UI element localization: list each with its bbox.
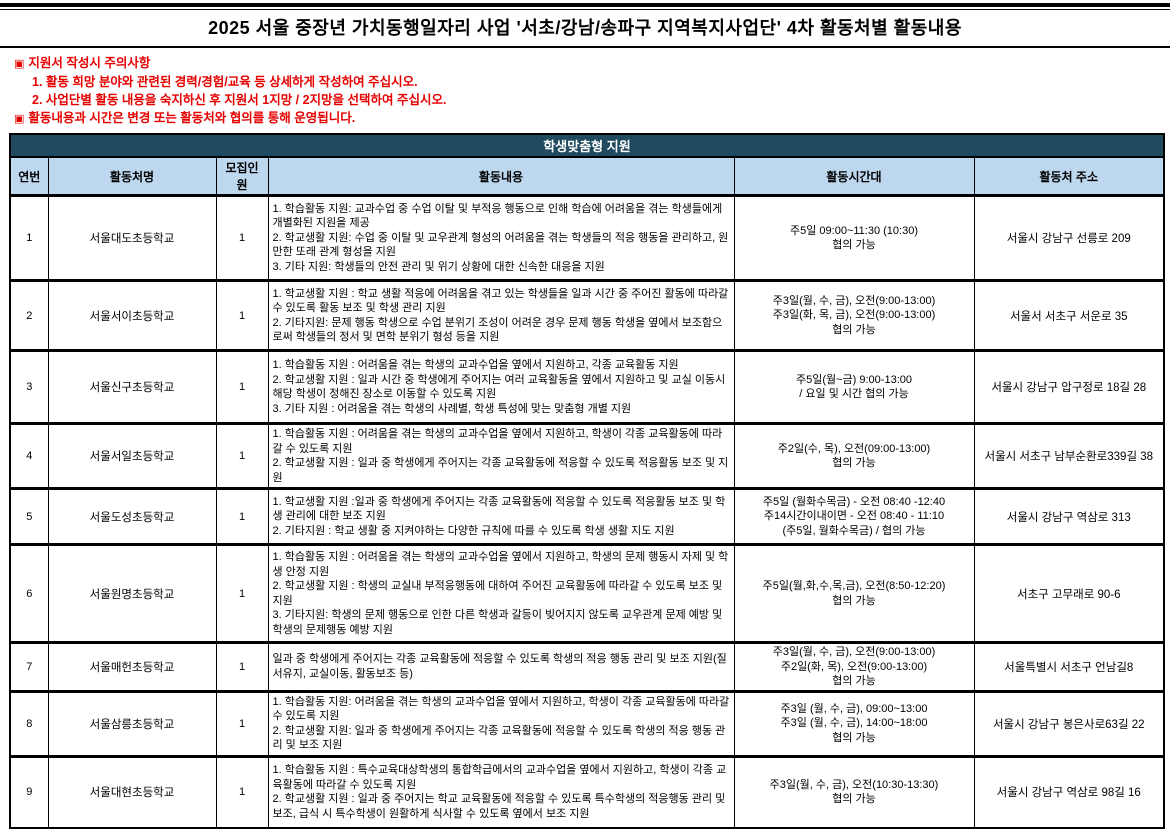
cell-school-name: 서울서이초등학교: [47, 279, 217, 351]
notice-line: 1. 활동 희망 분야와 관련된 경력/경험/교육 등 상세하게 작성하여 주십…: [14, 73, 1170, 91]
notice-text: 2. 사업단별 활동 내용을 숙지하신 후 지원서 1지망 / 2지망을 선택하…: [32, 93, 447, 107]
table-row: 7 서울매헌초등학교 1 일과 중 학생에게 주어지는 각종 교육활동에 적응할…: [9, 641, 1165, 692]
cell-address: 서울특별시 서초구 언남길8: [973, 641, 1165, 692]
cell-activity-time: 주5일(월~금) 9:00-13:00/ 요일 및 시간 협의 가능: [733, 349, 975, 424]
cell-activity-time: 주2일(수, 목), 오전(09:00-13:00) 협의 가능: [733, 422, 975, 489]
cell-address: 서초구 고무래로 90-6: [973, 543, 1165, 643]
column-header-content: 활동내용: [267, 156, 735, 197]
cell-activity-content: 1. 학교생활 지원 :일과 중 학생에게 주어지는 각종 교육활동에 적응할 …: [267, 487, 735, 545]
notice-text: 활동내용과 시간은 변경 또는 활동처와 협의를 통해 운영됩니다.: [28, 111, 356, 125]
table-row: 1 서울대도초등학교 1 1. 학습활동 지원: 교과수업 중 수업 이탈 및 …: [9, 194, 1165, 281]
cell-school-name: 서울원명초등학교: [47, 543, 217, 643]
column-header-time: 활동시간대: [733, 156, 975, 197]
cell-activity-time: 주3일(월, 수, 금), 오전(9:00-13:00) 주3일(화, 목, 금)…: [733, 279, 975, 351]
cell-recruit-count: 1: [215, 349, 269, 424]
cell-row-number: 8: [9, 689, 49, 757]
cell-school-name: 서울도성초등학교: [47, 487, 217, 545]
cell-address: 서울시 강남구 봉은사로63길 22: [973, 689, 1165, 757]
cell-row-number: 1: [9, 194, 49, 281]
notice-line: ▣ 활동내용과 시간은 변경 또는 활동처와 협의를 통해 운영됩니다.: [14, 109, 1170, 128]
cell-activity-content: 1. 학습활동 지원 : 특수교육대상학생의 통합학급에서의 교과수업을 옆에서…: [267, 754, 735, 829]
table-row: 9 서울대현초등학교 1 1. 학습활동 지원 : 특수교육대상학생의 통합학급…: [9, 754, 1165, 829]
cell-activity-time: 주3일(월, 수, 금), 오전(9:00-13:00) 주2일(화, 목), 오…: [733, 641, 975, 692]
cell-activity-content: 1. 학습활동 지원: 교과수업 중 수업 이탈 및 부적응 행동으로 인해 학…: [267, 194, 735, 281]
notice-text: 지원서 작성시 주의사항: [28, 56, 151, 70]
top-rule: [0, 3, 1170, 7]
cell-school-name: 서울신구초등학교: [47, 349, 217, 424]
column-header-count: 모집인원: [215, 156, 269, 197]
cell-row-number: 2: [9, 279, 49, 351]
cell-activity-time: 주5일(월,화,수,목,금), 오전(8:50-12:20) 협의 가능: [733, 543, 975, 643]
cell-school-name: 서울대도초등학교: [47, 194, 217, 281]
section-header: 학생맞춤형 지원: [9, 133, 1165, 158]
cell-recruit-count: 1: [215, 487, 269, 545]
cell-activity-content: 일과 중 학생에게 주어지는 각종 교육활동에 적응할 수 있도록 학생의 적응…: [267, 641, 735, 692]
cell-recruit-count: 1: [215, 754, 269, 829]
page-title: 2025 서울 중장년 가치동행일자리 사업 '서초/강남/송파구 지역복지사업…: [0, 9, 1170, 48]
cell-recruit-count: 1: [215, 689, 269, 757]
cell-recruit-count: 1: [215, 422, 269, 489]
table-row: 6 서울원명초등학교 1 1. 학습활동 지원 : 어려움을 겪는 학생의 교과…: [9, 543, 1165, 643]
table-row: 2 서울서이초등학교 1 1. 학교생활 지원 : 학교 생활 적응에 어려움을…: [9, 279, 1165, 351]
cell-address: 서울시 강남구 역삼로 313: [973, 487, 1165, 545]
cell-recruit-count: 1: [215, 194, 269, 281]
cell-school-name: 서울삼릉초등학교: [47, 689, 217, 757]
cell-activity-content: 1. 학교생활 지원 : 학교 생활 적응에 어려움을 겪고 있는 학생들을 일…: [267, 279, 735, 351]
cell-row-number: 6: [9, 543, 49, 643]
cell-address: 서울시 강남구 역삼로 98길 16: [973, 754, 1165, 829]
cell-recruit-count: 1: [215, 279, 269, 351]
cell-school-name: 서울매헌초등학교: [47, 641, 217, 692]
cell-activity-time: 주3일 (월, 수, 금), 09:00~13:00 주3일 (월, 수, 금),…: [733, 689, 975, 757]
cell-recruit-count: 1: [215, 543, 269, 643]
cell-row-number: 5: [9, 487, 49, 545]
table-row: 3 서울신구초등학교 1 1. 학습활동 지원 : 어려움을 겪는 학생의 교과…: [9, 349, 1165, 424]
cell-row-number: 3: [9, 349, 49, 424]
cell-activity-time: 주5일 (월화수목금) - 오전 08:40 -12:40 주14시간이내이면 -…: [733, 487, 975, 545]
cell-activity-content: 1. 학습활동 지원 : 어려움을 겪는 학생의 교과수업을 옆에서 지원하고,…: [267, 543, 735, 643]
notice-line: 2. 사업단별 활동 내용을 숙지하신 후 지원서 1지망 / 2지망을 선택하…: [14, 91, 1170, 109]
table-row: 5 서울도성초등학교 1 1. 학교생활 지원 :일과 중 학생에게 주어지는 …: [9, 487, 1165, 545]
table-header-row: 연번 활동처명 모집인원 활동내용 활동시간대 활동처 주소: [9, 156, 1165, 197]
cell-address: 서울시 강남구 선릉로 209: [973, 194, 1165, 281]
notice-line: ▣ 지원서 작성시 주의사항: [14, 54, 1170, 73]
cell-activity-content: 1. 학습활동 지원: 어려움을 겪는 학생의 교과수업을 옆에서 지원하고, …: [267, 689, 735, 757]
notice-block: ▣ 지원서 작성시 주의사항 1. 활동 희망 분야와 관련된 경력/경험/교육 …: [14, 54, 1170, 128]
cell-activity-content: 1. 학습활동 지원 : 어려움을 겪는 학생의 교과수업을 옆에서 지원하고,…: [267, 422, 735, 489]
cell-row-number: 7: [9, 641, 49, 692]
cell-row-number: 4: [9, 422, 49, 489]
table-row: 4 서울서일초등학교 1 1. 학습활동 지원 : 어려움을 겪는 학생의 교과…: [9, 422, 1165, 489]
cell-activity-time: 주5일 09:00~11:30 (10:30) 협의 가능: [733, 194, 975, 281]
square-bullet-icon: ▣: [14, 113, 25, 125]
cell-address: 서울서 서초구 서운로 35: [973, 279, 1165, 351]
cell-school-name: 서울대현초등학교: [47, 754, 217, 829]
column-header-address: 활동처 주소: [973, 156, 1165, 197]
section-band: 학생맞춤형 지원: [9, 133, 1165, 158]
cell-school-name: 서울서일초등학교: [47, 422, 217, 489]
cell-activity-time: 주3일(월, 수, 금), 오전(10:30-13:30) 협의 가능: [733, 754, 975, 829]
square-bullet-icon: ▣: [14, 58, 25, 70]
column-header-no: 연번: [9, 156, 49, 197]
table-row: 8 서울삼릉초등학교 1 1. 학습활동 지원: 어려움을 겪는 학생의 교과수…: [9, 689, 1165, 757]
cell-address: 서울시 서초구 남부순환로339길 38: [973, 422, 1165, 489]
activity-table: 학생맞춤형 지원 연번 활동처명 모집인원 활동내용 활동시간대 활동처 주소 …: [9, 133, 1165, 829]
column-header-name: 활동처명: [47, 156, 217, 197]
cell-recruit-count: 1: [215, 641, 269, 692]
notice-text: 1. 활동 희망 분야와 관련된 경력/경험/교육 등 상세하게 작성하여 주십…: [32, 75, 418, 89]
cell-address: 서울시 강남구 압구정로 18길 28: [973, 349, 1165, 424]
cell-row-number: 9: [9, 754, 49, 829]
cell-activity-content: 1. 학습활동 지원 : 어려움을 겪는 학생의 교과수업을 옆에서 지원하고,…: [267, 349, 735, 424]
